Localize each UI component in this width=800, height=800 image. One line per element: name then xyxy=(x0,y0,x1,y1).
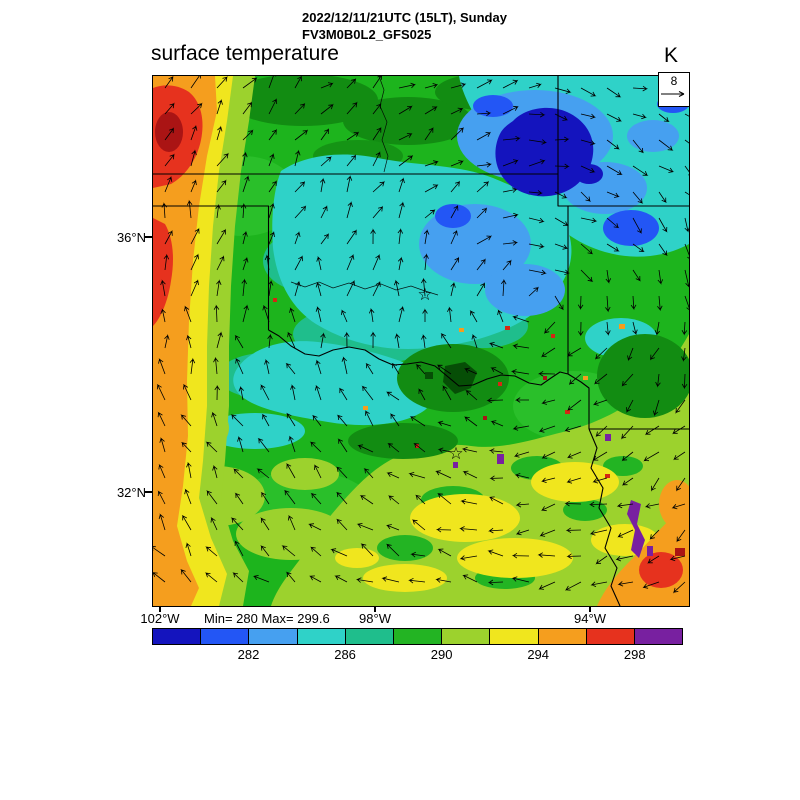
x-axis-tick xyxy=(374,606,376,612)
colorbar-tick-label: 286 xyxy=(334,647,356,662)
valid-time-title: 2022/12/11/21UTC (15LT), Sunday xyxy=(302,10,507,25)
rivers xyxy=(290,76,439,296)
y-tick-label-36n: 36°N xyxy=(116,230,146,245)
hottest-specks xyxy=(453,434,653,558)
x-axis-tick xyxy=(159,606,161,612)
colorbar-tick-label: 298 xyxy=(623,647,646,662)
x-tick-label-94w: 94°W xyxy=(574,611,606,626)
minmax-stats: Min= 280 Max= 299.6 xyxy=(204,611,330,626)
temperature-shading-layer xyxy=(153,76,689,606)
city-star-marker: ☆ xyxy=(448,444,463,463)
y-tick-label-32n: 32°N xyxy=(116,485,146,500)
colorbar-segment xyxy=(585,628,635,645)
colorbar-segment xyxy=(200,628,250,645)
colorbar-segment xyxy=(441,628,491,645)
colorbar-segment xyxy=(537,628,587,645)
x-tick-label-98w: 98°W xyxy=(359,611,391,626)
wind-arrows-layer xyxy=(153,76,689,594)
x-axis-tick xyxy=(589,606,591,612)
colorbar-segment xyxy=(633,628,684,645)
colorbar-tick-label: 282 xyxy=(237,647,260,662)
wind-scale-value: 8 xyxy=(670,74,678,88)
colorbar-segment xyxy=(152,628,202,645)
page-title: surface temperature xyxy=(151,42,339,65)
wind-scale-arrow-icon xyxy=(661,91,685,98)
colorbar-tick-label: 290 xyxy=(430,647,453,662)
colorbar-tick-label: 294 xyxy=(527,647,550,662)
colorbar-segment xyxy=(296,628,346,645)
colorbar-segment xyxy=(392,628,443,645)
colorbar-labels: 282 286 290 294 298 xyxy=(152,647,683,663)
colorbar-segment xyxy=(344,628,394,645)
colorbar-segment xyxy=(489,628,539,645)
y-axis-tick xyxy=(145,236,152,238)
y-axis-tick xyxy=(145,491,152,493)
map-frame: ☆ ☆ xyxy=(152,75,690,607)
units-label: K xyxy=(664,44,679,67)
colorbar-segment xyxy=(248,628,298,645)
state-borders xyxy=(153,76,689,606)
wind-scale-legend: 8 xyxy=(658,72,690,107)
temperature-map: ☆ ☆ xyxy=(153,76,689,606)
x-tick-label-102w: 102°W xyxy=(140,611,180,626)
model-title: FV3M0B0L2_GFS025 xyxy=(302,27,432,42)
colorbar xyxy=(152,628,684,645)
